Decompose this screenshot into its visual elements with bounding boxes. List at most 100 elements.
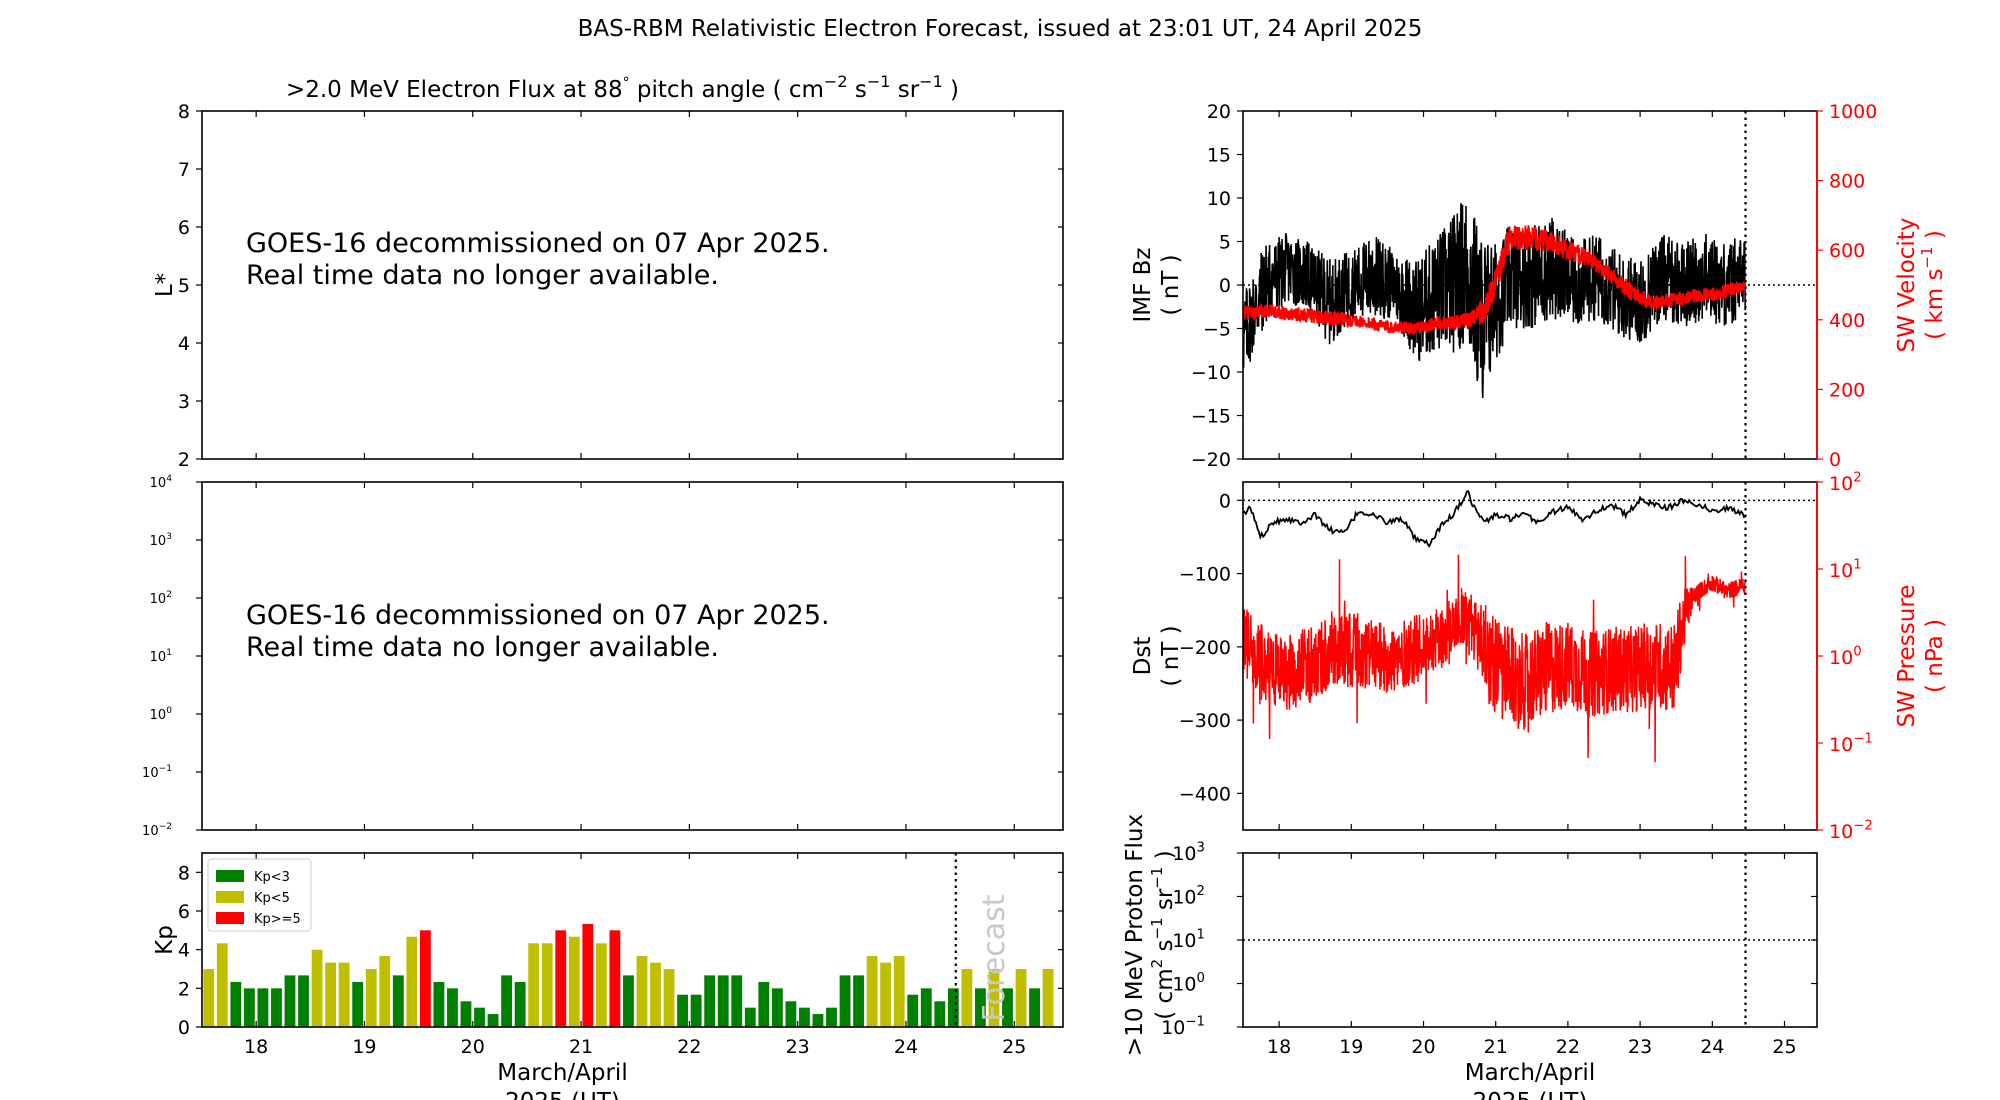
- kp-bar: [758, 981, 770, 1027]
- imf-ylabel-line1: IMF Bz: [1130, 247, 1156, 322]
- imf-ytick-label: 15: [1207, 145, 1231, 167]
- kp-bar: [988, 969, 1000, 1027]
- proton-xtick-label: 18: [1267, 1036, 1291, 1058]
- kp-bar: [460, 1001, 472, 1027]
- sw-pressure-ytick-label: 102: [1829, 470, 1862, 495]
- kp-bar: [853, 975, 864, 1027]
- kp-bar: [1002, 988, 1013, 1027]
- proton-xtick-label: 22: [1556, 1036, 1580, 1058]
- kp-bar: [677, 994, 689, 1027]
- kp-bar: [203, 969, 215, 1027]
- sw-pressure-line: [1242, 554, 1746, 763]
- kp-bar: [433, 981, 445, 1027]
- dst-ytick-label: −100: [1179, 564, 1231, 586]
- kp-legend-swatch: [216, 891, 244, 903]
- flux-log-ytick-label: 10−1: [142, 764, 172, 781]
- kp-bar: [920, 988, 932, 1027]
- kp-bar: [1015, 969, 1027, 1027]
- imf-ytick-label: −15: [1191, 406, 1231, 428]
- kp-bar: [392, 975, 404, 1027]
- kp-ytick-label: 4: [178, 940, 190, 962]
- kp-bar: [1042, 969, 1054, 1027]
- dst-ytick-label: −400: [1179, 783, 1231, 805]
- kp-bar: [663, 969, 675, 1027]
- kp-xtick-label: 21: [569, 1036, 593, 1058]
- sw-velocity-ytick-label: 200: [1829, 379, 1865, 401]
- imf-ytick-label: 5: [1219, 232, 1231, 254]
- kp-bar: [284, 975, 296, 1027]
- kp-bar: [514, 981, 526, 1027]
- fluxlog-notice-line1: GOES-16 decommissioned on 07 Apr 2025.: [246, 600, 830, 631]
- kp-bar: [934, 1001, 946, 1027]
- kp-bar: [487, 1014, 499, 1027]
- kp-xlabel-line2: 2025 (UT): [505, 1089, 620, 1100]
- kp-legend-label: Kp>=5: [254, 912, 301, 927]
- kp-bar: [406, 936, 418, 1027]
- kp-bar: [907, 994, 919, 1027]
- proton-xtick-label: 19: [1339, 1036, 1363, 1058]
- lstar-ytick-label: 3: [178, 391, 190, 413]
- kp-bar: [866, 956, 878, 1027]
- kp-bar: [216, 943, 228, 1027]
- kp-bar: [785, 1001, 797, 1027]
- dst-ylabel-line2: ( nT ): [1158, 625, 1184, 686]
- kp-bar: [230, 981, 242, 1027]
- sw-velocity-ytick-label: 600: [1829, 240, 1865, 262]
- kp-bar: [501, 975, 513, 1027]
- lstar-ytick-label: 8: [178, 101, 190, 123]
- flux-log-ytick-label: 100: [150, 706, 173, 723]
- dst-ylabel-line1: Dst: [1130, 637, 1156, 676]
- lstar-ytick-label: 5: [178, 275, 190, 297]
- kp-bar: [636, 956, 648, 1027]
- kp-xtick-label: 19: [352, 1036, 376, 1058]
- imf-ytick-label: −5: [1203, 319, 1231, 341]
- sw-velocity-line: [1242, 225, 1747, 336]
- kp-bar: [474, 1007, 485, 1027]
- kp-bar: [812, 1014, 824, 1027]
- kp-ytick-label: 2: [178, 978, 190, 1000]
- proton-xtick-label: 23: [1628, 1036, 1652, 1058]
- proton-ytick-label: 101: [1172, 927, 1205, 952]
- kp-xtick-label: 20: [461, 1036, 485, 1058]
- sw-velocity-ytick-label: 1000: [1829, 101, 1877, 123]
- kp-bar: [338, 962, 350, 1027]
- sw-pressure-ylabel-line2: ( nPa ): [1922, 619, 1948, 693]
- kp-bar: [717, 975, 729, 1027]
- sw-velocity-ytick-label: 800: [1829, 171, 1865, 193]
- kp-bar: [568, 936, 580, 1027]
- flux-log-ytick-label: 101: [150, 648, 172, 665]
- proton-ylabel-line2: ( cm2 s−1 sr−1 ): [1148, 850, 1178, 1019]
- proton-ytick-label: 103: [1172, 840, 1205, 865]
- kp-bar: [243, 988, 255, 1027]
- proton-ytick-label: 100: [1172, 971, 1205, 996]
- kp-ytick-label: 0: [178, 1017, 190, 1039]
- kp-xlabel-line1: March/April: [497, 1060, 627, 1086]
- kp-forecast-label: Forecast: [977, 894, 1012, 1021]
- lstar-ylabel: L*: [152, 273, 178, 297]
- dst-ytick-label: −200: [1179, 637, 1231, 659]
- sw-pressure-ytick-label: 10−2: [1829, 818, 1873, 843]
- kp-bar: [826, 1007, 837, 1027]
- kp-bar: [325, 962, 337, 1027]
- kp-bar: [541, 943, 553, 1027]
- kp-bar: [731, 975, 743, 1027]
- dst-ytick-label: −300: [1179, 710, 1231, 732]
- proton-xtick-label: 24: [1700, 1036, 1724, 1058]
- kp-bar: [961, 969, 973, 1027]
- kp-xtick-label: 18: [244, 1036, 268, 1058]
- lstar-notice-line2: Real time data no longer available.: [246, 260, 719, 291]
- lstar-ytick-label: 7: [178, 159, 190, 181]
- sw-velocity-ylabel-line2: ( km s−1 ): [1918, 230, 1948, 340]
- kp-xtick-label: 23: [786, 1036, 810, 1058]
- kp-bar: [271, 988, 282, 1027]
- proton-ylabel-line1: >10 MeV Proton Flux: [1122, 814, 1148, 1056]
- lstar-ytick-label: 4: [178, 333, 190, 355]
- flux-panel-title: >2.0 MeV Electron Flux at 88° pitch angl…: [286, 72, 959, 103]
- kp-bar: [799, 1007, 810, 1027]
- kp-bar: [880, 962, 892, 1027]
- proton-ytick-label: 10−1: [1161, 1014, 1205, 1039]
- kp-ytick-label: 8: [178, 862, 190, 884]
- kp-bar: [650, 962, 661, 1027]
- flux-log-ytick-label: 104: [150, 474, 173, 491]
- kp-bar: [447, 988, 458, 1027]
